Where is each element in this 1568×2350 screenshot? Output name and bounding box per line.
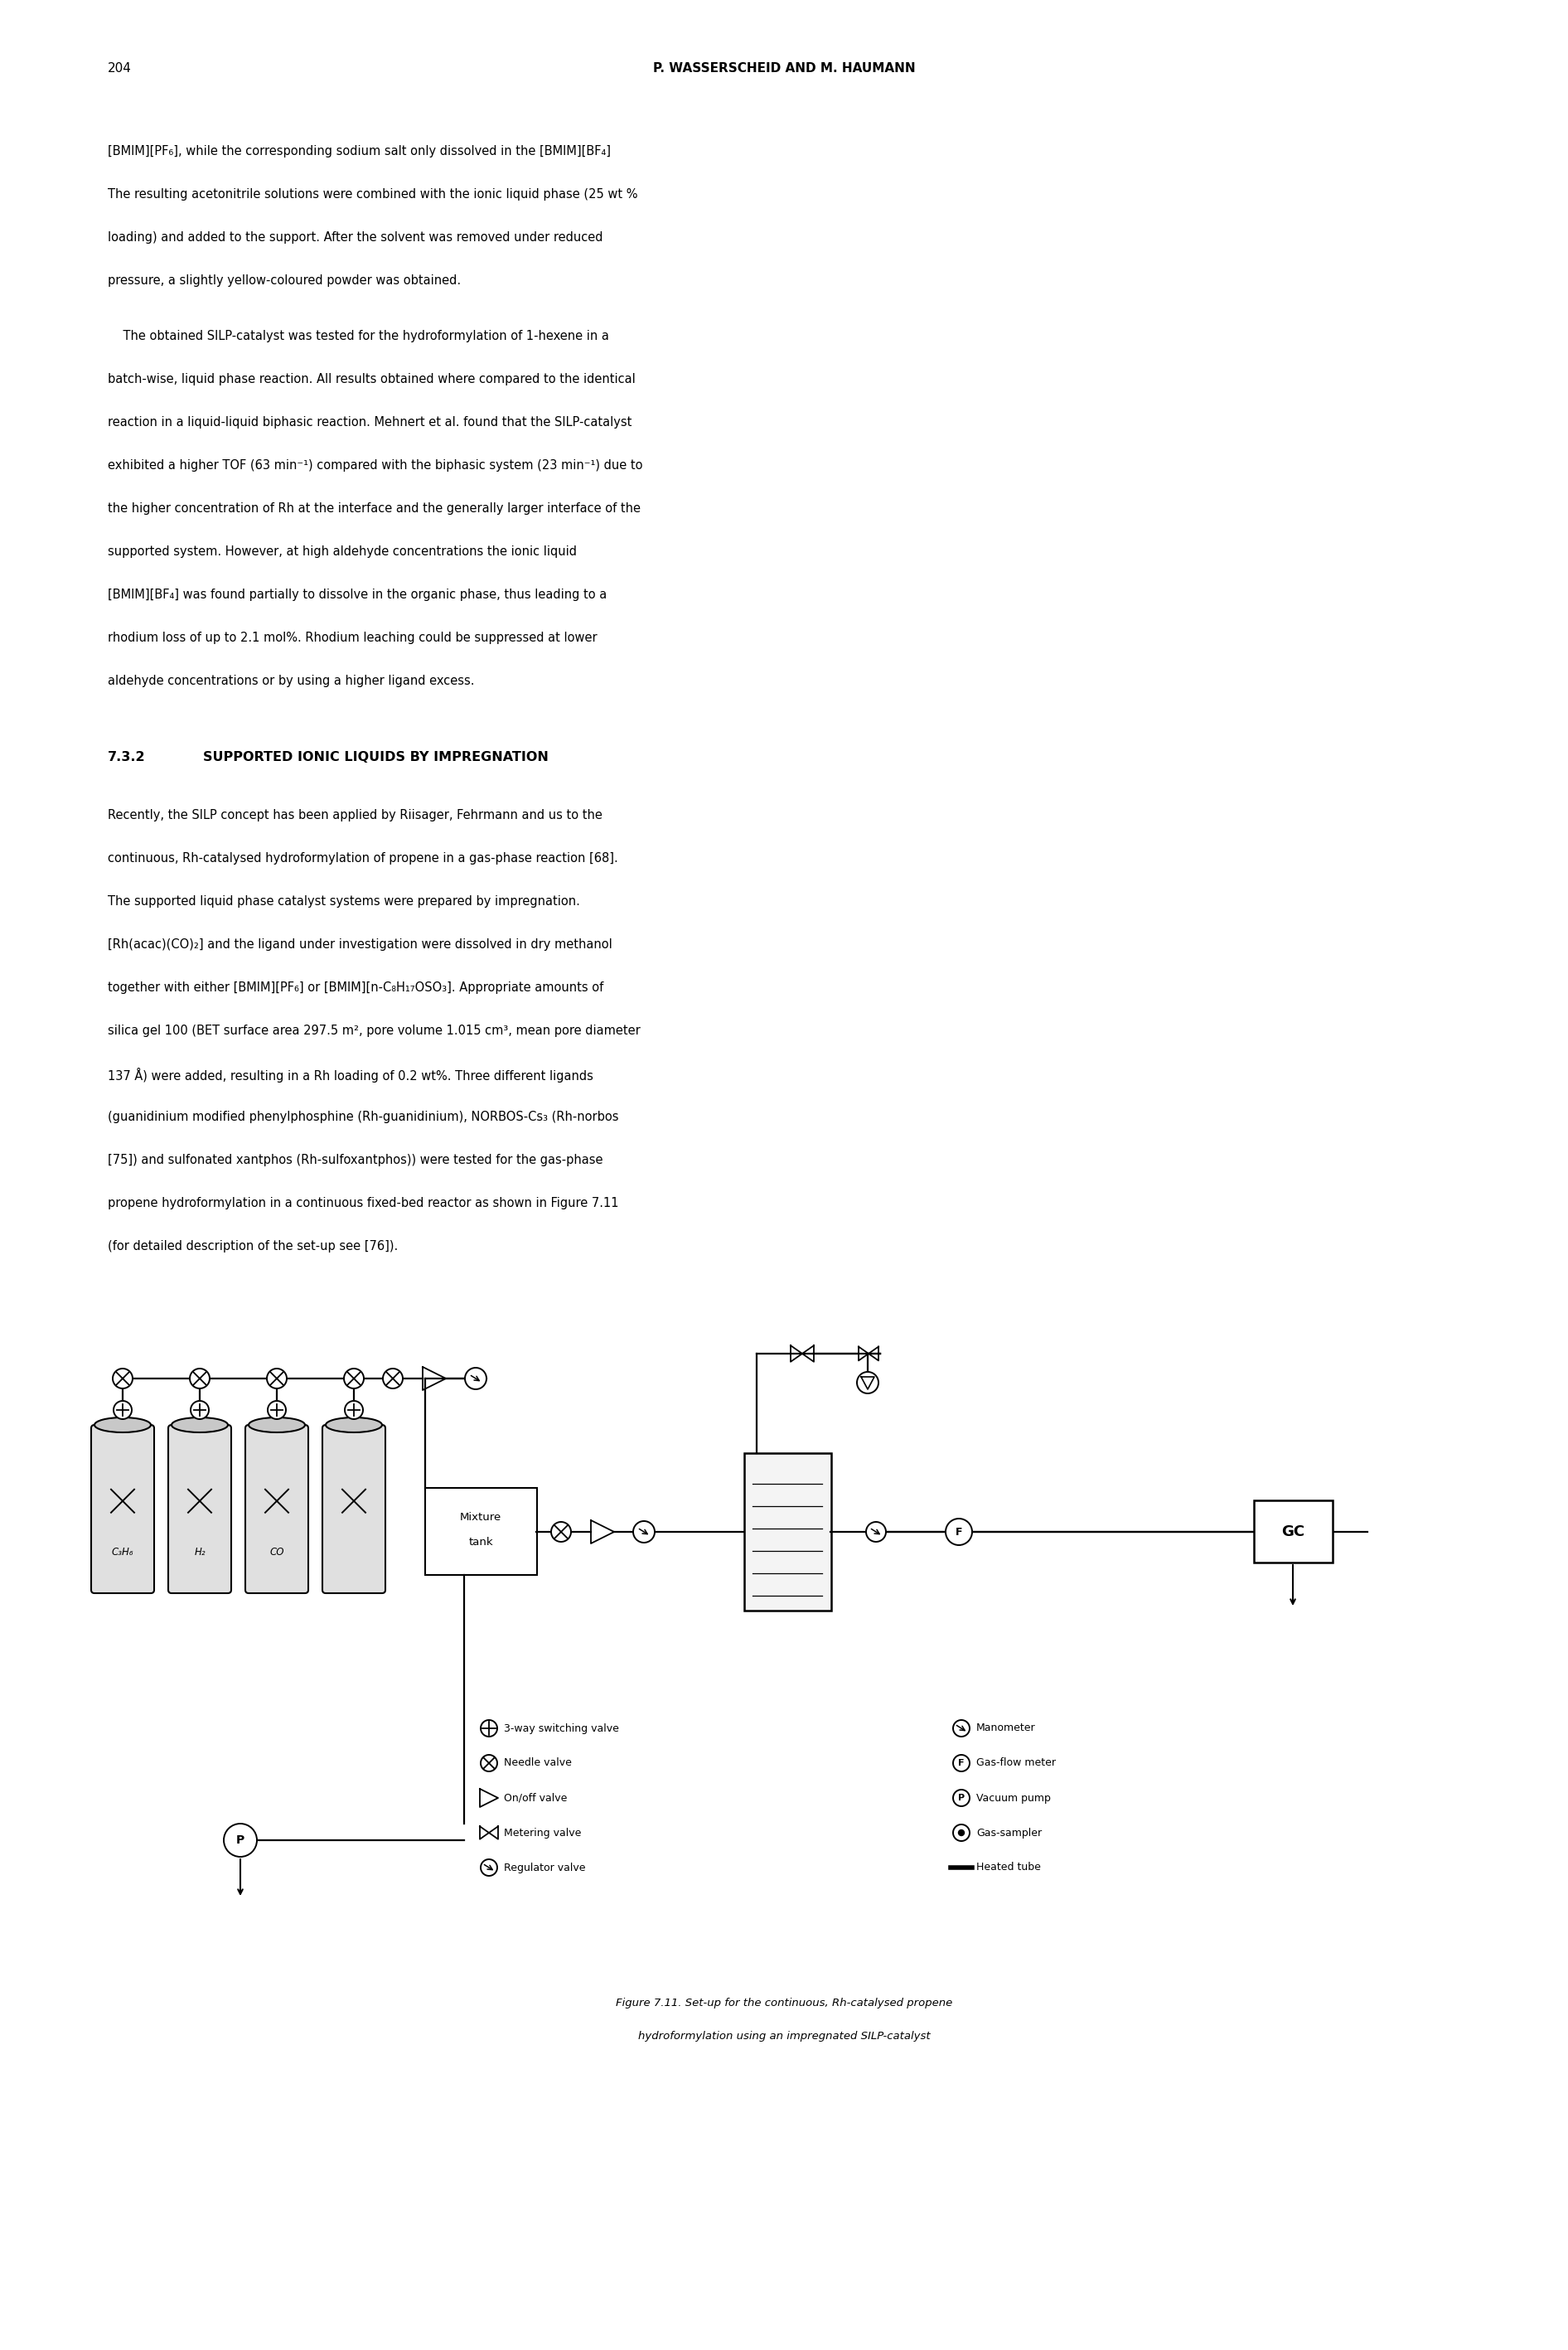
Circle shape <box>267 1368 287 1389</box>
Text: batch-wise, liquid phase reaction. All results obtained where compared to the id: batch-wise, liquid phase reaction. All r… <box>108 374 635 385</box>
Text: The obtained SILP-catalyst was tested for the hydroformylation of 1-hexene in a: The obtained SILP-catalyst was tested fo… <box>108 329 608 343</box>
Text: Mixture: Mixture <box>459 1511 502 1523</box>
Text: P: P <box>958 1793 964 1802</box>
Text: Needle valve: Needle valve <box>503 1758 572 1770</box>
Text: Figure 7.11. Set-up for the continuous, Rh-catalysed propene: Figure 7.11. Set-up for the continuous, … <box>616 1998 952 2009</box>
Circle shape <box>466 1368 486 1389</box>
Circle shape <box>481 1720 497 1737</box>
Text: Heated tube: Heated tube <box>977 1861 1041 1873</box>
Text: The supported liquid phase catalyst systems were prepared by impregnation.: The supported liquid phase catalyst syst… <box>108 895 580 907</box>
Text: the higher concentration of Rh at the interface and the generally larger interfa: the higher concentration of Rh at the in… <box>108 503 641 515</box>
Text: supported system. However, at high aldehyde concentrations the ionic liquid: supported system. However, at high aldeh… <box>108 545 577 557</box>
Text: [BMIM][BF₄] was found partially to dissolve in the organic phase, thus leading t: [BMIM][BF₄] was found partially to disso… <box>108 588 607 602</box>
Ellipse shape <box>249 1417 306 1433</box>
Text: The resulting acetonitrile solutions were combined with the ionic liquid phase (: The resulting acetonitrile solutions wer… <box>108 188 638 200</box>
Bar <box>745 1452 831 1610</box>
Text: Vacuum pump: Vacuum pump <box>977 1793 1051 1802</box>
Text: [Rh(acac)(CO)₂] and the ligand under investigation were dissolved in dry methano: [Rh(acac)(CO)₂] and the ligand under inv… <box>108 938 612 952</box>
Ellipse shape <box>171 1417 227 1433</box>
FancyBboxPatch shape <box>245 1424 309 1593</box>
Text: 3-way switching valve: 3-way switching valve <box>503 1723 619 1734</box>
Text: P: P <box>237 1835 245 1847</box>
Text: silica gel 100 (BET surface area 297.5 m², pore volume 1.015 cm³, mean pore diam: silica gel 100 (BET surface area 297.5 m… <box>108 1025 640 1036</box>
FancyBboxPatch shape <box>168 1424 230 1593</box>
Text: hydroformylation using an impregnated SILP-catalyst: hydroformylation using an impregnated SI… <box>638 2030 930 2042</box>
Circle shape <box>953 1755 969 1772</box>
Circle shape <box>383 1368 403 1389</box>
Text: aldehyde concentrations or by using a higher ligand excess.: aldehyde concentrations or by using a hi… <box>108 674 475 686</box>
Text: reaction in a liquid-liquid biphasic reaction. Mehnert et al. found that the SIL: reaction in a liquid-liquid biphasic rea… <box>108 416 632 428</box>
Text: together with either [BMIM][PF₆] or [BMIM][n-C₈H₁₇OSO₃]. Appropriate amounts of: together with either [BMIM][PF₆] or [BMI… <box>108 982 604 994</box>
Text: continuous, Rh-catalysed hydroformylation of propene in a gas-phase reaction [68: continuous, Rh-catalysed hydroformylatio… <box>108 853 618 865</box>
Bar <box>425 1488 536 1575</box>
Circle shape <box>113 1368 133 1389</box>
Text: CO: CO <box>270 1546 284 1558</box>
Text: F: F <box>955 1528 963 1537</box>
Circle shape <box>953 1824 969 1840</box>
Circle shape <box>190 1368 210 1389</box>
Text: [75]) and sulfonated xantphos (Rh-sulfoxantphos)) were tested for the gas-phase: [75]) and sulfonated xantphos (Rh-sulfox… <box>108 1154 604 1166</box>
Text: C₃H₆: C₃H₆ <box>111 1546 133 1558</box>
Ellipse shape <box>94 1417 151 1433</box>
Text: Recently, the SILP concept has been applied by Riisager, Fehrmann and us to the: Recently, the SILP concept has been appl… <box>108 808 602 822</box>
Text: 7.3.2: 7.3.2 <box>108 752 146 764</box>
Text: F: F <box>958 1760 964 1767</box>
Circle shape <box>958 1831 964 1835</box>
Circle shape <box>481 1859 497 1875</box>
Text: loading) and added to the support. After the solvent was removed under reduced: loading) and added to the support. After… <box>108 230 604 244</box>
Bar <box>1254 1499 1333 1563</box>
Circle shape <box>550 1523 571 1542</box>
Text: propene hydroformylation in a continuous fixed-bed reactor as shown in Figure 7.: propene hydroformylation in a continuous… <box>108 1196 619 1210</box>
Circle shape <box>113 1401 132 1419</box>
Text: Metering valve: Metering valve <box>503 1828 582 1838</box>
Text: (guanidinium modified phenylphosphine (Rh-guanidinium), NORBOS-Cs₃ (Rh-norbos: (guanidinium modified phenylphosphine (R… <box>108 1112 619 1123</box>
Circle shape <box>946 1518 972 1544</box>
Text: Gas-flow meter: Gas-flow meter <box>977 1758 1055 1770</box>
Text: pressure, a slightly yellow-coloured powder was obtained.: pressure, a slightly yellow-coloured pow… <box>108 275 461 287</box>
Circle shape <box>866 1523 886 1542</box>
Circle shape <box>191 1401 209 1419</box>
Text: GC: GC <box>1281 1525 1305 1539</box>
Text: (for detailed description of the set-up see [76]).: (for detailed description of the set-up … <box>108 1241 398 1253</box>
Text: On/off valve: On/off valve <box>503 1793 568 1802</box>
Circle shape <box>953 1791 969 1807</box>
Circle shape <box>224 1824 257 1856</box>
Circle shape <box>345 1401 364 1419</box>
Text: Manometer: Manometer <box>977 1723 1035 1734</box>
Text: 137 Å) were added, resulting in a Rh loading of 0.2 wt%. Three different ligands: 137 Å) were added, resulting in a Rh loa… <box>108 1067 593 1083</box>
Circle shape <box>268 1401 285 1419</box>
Circle shape <box>481 1755 497 1772</box>
FancyBboxPatch shape <box>91 1424 154 1593</box>
FancyBboxPatch shape <box>323 1424 386 1593</box>
Circle shape <box>633 1520 655 1542</box>
Text: P. WASSERSCHEID AND M. HAUMANN: P. WASSERSCHEID AND M. HAUMANN <box>652 61 916 75</box>
Ellipse shape <box>326 1417 383 1433</box>
Circle shape <box>343 1368 364 1389</box>
Circle shape <box>858 1372 878 1394</box>
Text: rhodium loss of up to 2.1 mol%. Rhodium leaching could be suppressed at lower: rhodium loss of up to 2.1 mol%. Rhodium … <box>108 632 597 644</box>
Text: [BMIM][PF₆], while the corresponding sodium salt only dissolved in the [BMIM][BF: [BMIM][PF₆], while the corresponding sod… <box>108 146 612 157</box>
Text: exhibited a higher TOF (63 min⁻¹) compared with the biphasic system (23 min⁻¹) d: exhibited a higher TOF (63 min⁻¹) compar… <box>108 458 643 472</box>
Text: Regulator valve: Regulator valve <box>503 1861 585 1873</box>
Text: H₂: H₂ <box>194 1546 205 1558</box>
Text: Gas-sampler: Gas-sampler <box>977 1828 1041 1838</box>
Text: tank: tank <box>469 1537 492 1546</box>
Text: SUPPORTED IONIC LIQUIDS BY IMPREGNATION: SUPPORTED IONIC LIQUIDS BY IMPREGNATION <box>202 752 549 764</box>
Circle shape <box>953 1720 969 1737</box>
Text: 204: 204 <box>108 61 132 75</box>
